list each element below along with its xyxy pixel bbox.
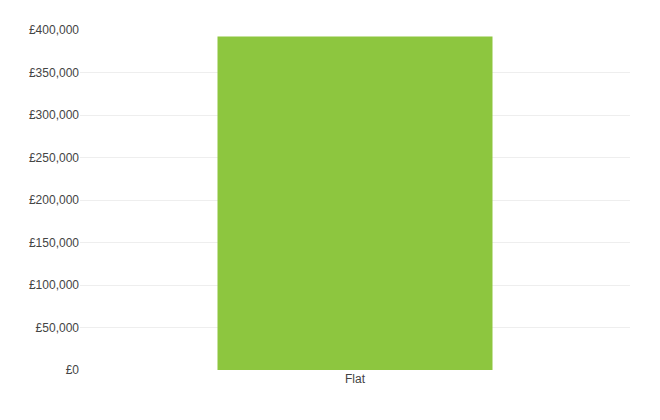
- svg-text:£300,000: £300,000: [29, 108, 79, 122]
- svg-text:£400,000: £400,000: [29, 23, 79, 37]
- svg-text:£350,000: £350,000: [29, 66, 79, 80]
- svg-text:£250,000: £250,000: [29, 151, 79, 165]
- svg-text:£150,000: £150,000: [29, 236, 79, 250]
- svg-text:£0: £0: [66, 363, 80, 377]
- svg-text:£50,000: £50,000: [36, 321, 80, 335]
- svg-text:Flat: Flat: [345, 372, 366, 386]
- svg-text:£200,000: £200,000: [29, 193, 79, 207]
- svg-text:£100,000: £100,000: [29, 278, 79, 292]
